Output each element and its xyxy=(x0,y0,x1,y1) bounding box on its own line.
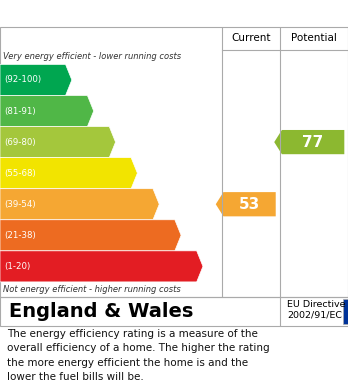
Text: England & Wales: England & Wales xyxy=(9,302,193,321)
Text: Not energy efficient - higher running costs: Not energy efficient - higher running co… xyxy=(3,285,181,294)
Polygon shape xyxy=(216,192,276,216)
Text: G: G xyxy=(204,257,219,275)
Text: (55-68): (55-68) xyxy=(4,169,36,178)
Text: (21-38): (21-38) xyxy=(4,231,36,240)
Text: 53: 53 xyxy=(239,197,260,212)
Polygon shape xyxy=(0,189,159,220)
Text: B: B xyxy=(94,102,108,120)
Text: A: A xyxy=(72,71,86,89)
Text: F: F xyxy=(182,226,194,244)
Polygon shape xyxy=(0,95,94,127)
Text: Current: Current xyxy=(231,33,271,43)
Polygon shape xyxy=(0,65,72,95)
Polygon shape xyxy=(274,130,344,154)
Text: (39-54): (39-54) xyxy=(4,200,36,209)
Polygon shape xyxy=(0,127,116,158)
Text: E: E xyxy=(160,195,172,213)
Text: 77: 77 xyxy=(302,135,324,150)
Text: (81-91): (81-91) xyxy=(4,106,36,115)
FancyBboxPatch shape xyxy=(343,299,348,324)
Text: Very energy efficient - lower running costs: Very energy efficient - lower running co… xyxy=(3,52,182,61)
Text: (69-80): (69-80) xyxy=(4,138,36,147)
Polygon shape xyxy=(0,220,181,251)
Polygon shape xyxy=(0,158,137,189)
Text: (92-100): (92-100) xyxy=(4,75,41,84)
Text: Energy Efficiency Rating: Energy Efficiency Rating xyxy=(9,6,230,21)
Text: Potential: Potential xyxy=(291,33,337,43)
Text: C: C xyxy=(116,133,129,151)
Text: EU Directive
2002/91/EC: EU Directive 2002/91/EC xyxy=(287,300,346,320)
Text: (1-20): (1-20) xyxy=(4,262,30,271)
Text: The energy efficiency rating is a measure of the
overall efficiency of a home. T: The energy efficiency rating is a measur… xyxy=(7,329,270,382)
Text: D: D xyxy=(138,164,153,182)
Polygon shape xyxy=(0,251,203,282)
